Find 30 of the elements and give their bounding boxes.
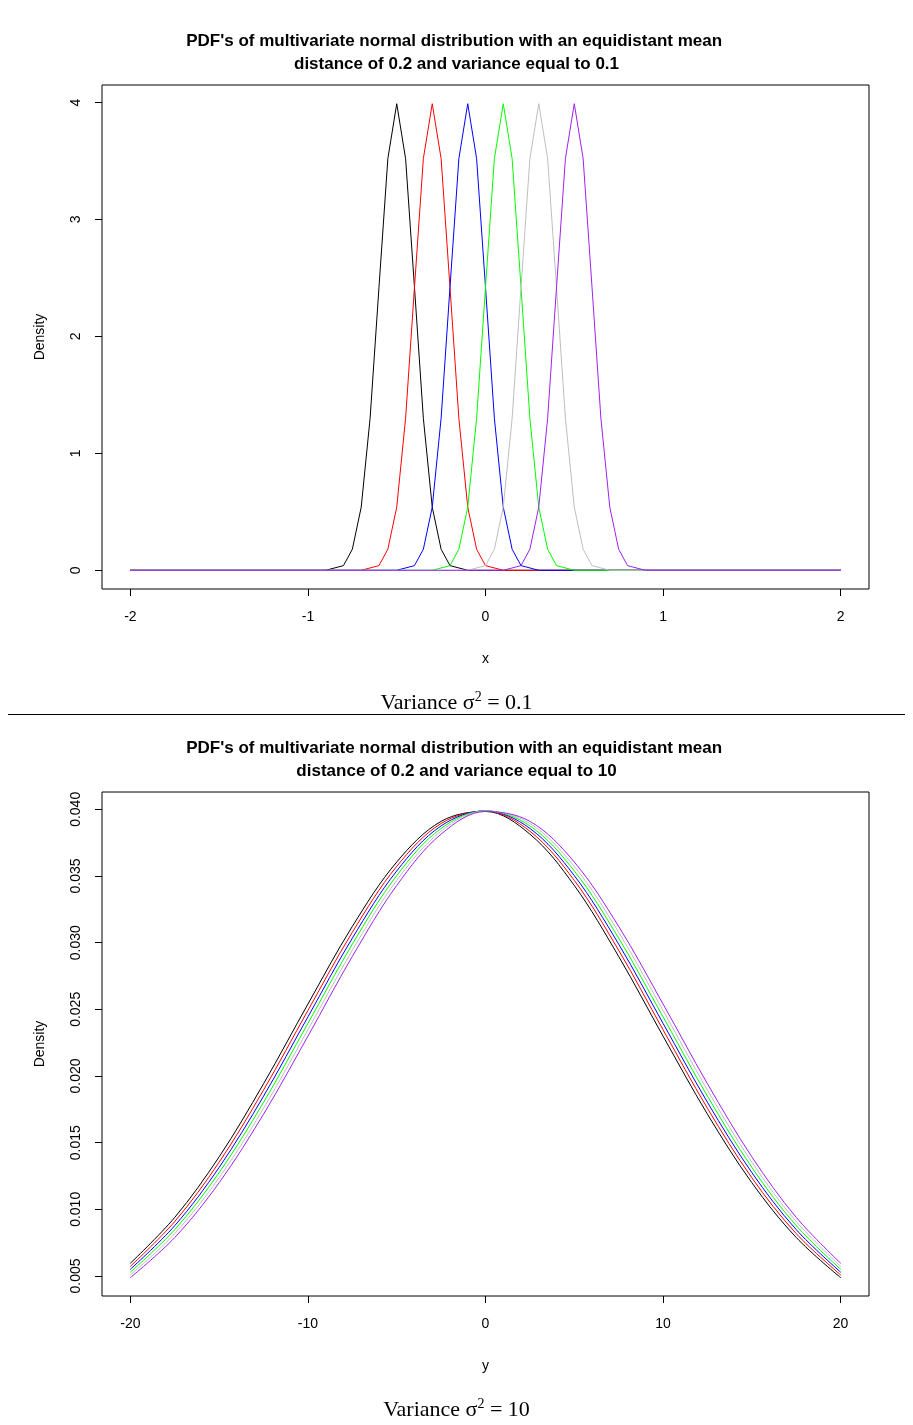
y-tick-label: 0	[67, 566, 83, 575]
x-axis-title: x	[482, 650, 489, 666]
line-series	[129, 103, 842, 571]
y-axis-title: Density	[31, 1020, 47, 1068]
x-tick-label: 20	[832, 1315, 849, 1331]
chart-title: PDF's of multivariate normal distribution with an equidistant mean distance of 0.2 and variance equal to 10	[186, 738, 727, 780]
y-tick-label: 0.040	[67, 791, 83, 827]
y-tick-label: 0.035	[67, 858, 83, 894]
x-tick-label: -2	[124, 608, 137, 624]
y-axis-title: Density	[31, 313, 47, 361]
y-tick-label: 1	[67, 449, 83, 458]
y-tick-label: 0.030	[67, 924, 83, 961]
x-tick-label: 2	[836, 608, 845, 624]
x-tick-label: 10	[655, 1315, 672, 1331]
x-tick-label: 0	[481, 608, 490, 624]
x-tick-label: -10	[297, 1315, 319, 1331]
y-tick-label: 0.025	[67, 991, 83, 1027]
chart-title: PDF's of multivariate normal distribution with an equidistant mean distance of 0.2 and variance equal to 0.1	[186, 31, 727, 73]
x-tick-label: 1	[659, 608, 668, 624]
x-tick-label: 0	[481, 1315, 490, 1331]
y-tick-label: 2	[67, 332, 83, 341]
y-tick-label: 0.010	[67, 1191, 83, 1227]
y-tick-label: 4	[67, 98, 83, 107]
x-tick-label: -1	[301, 608, 315, 624]
y-tick-label: 3	[67, 215, 83, 224]
y-tick-label: 0.005	[67, 1258, 83, 1294]
x-axis-title: y	[482, 1357, 489, 1373]
x-tick-label: -20	[120, 1315, 141, 1331]
y-tick-label: 0.020	[67, 1058, 83, 1094]
y-tick-label: 0.015	[67, 1124, 83, 1161]
